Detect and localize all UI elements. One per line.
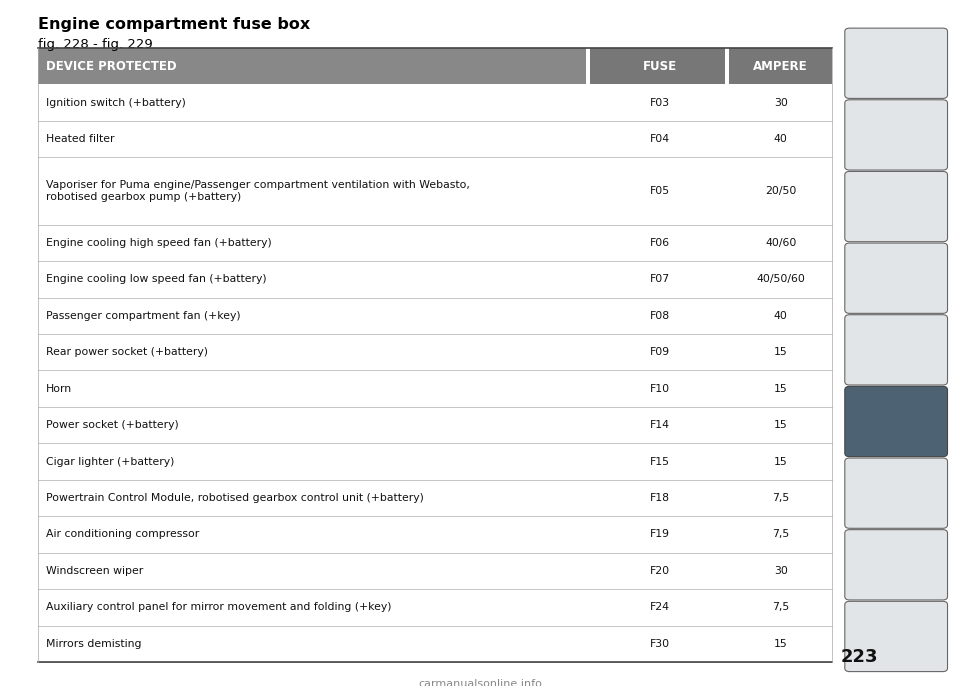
- Text: Vaporiser for Puma engine/Passenger compartment ventilation with Webasto,
roboti: Vaporiser for Puma engine/Passenger comp…: [46, 180, 470, 202]
- Text: Engine cooling high speed fan (+battery): Engine cooling high speed fan (+battery): [46, 238, 272, 248]
- Bar: [38, 443, 832, 480]
- Text: 15: 15: [774, 383, 787, 394]
- Text: F18: F18: [650, 493, 670, 503]
- Text: Horn: Horn: [46, 383, 72, 394]
- Text: F08: F08: [650, 311, 670, 321]
- Text: 15: 15: [774, 347, 787, 357]
- Bar: [38, 517, 832, 553]
- Text: F19: F19: [650, 530, 670, 539]
- Text: Engine compartment fuse box: Engine compartment fuse box: [38, 17, 311, 32]
- Text: AMPERE: AMPERE: [754, 60, 808, 73]
- FancyBboxPatch shape: [845, 28, 948, 98]
- Text: fig. 228 - fig. 229: fig. 228 - fig. 229: [38, 38, 154, 51]
- Text: Heated filter: Heated filter: [46, 134, 114, 144]
- Text: 7,5: 7,5: [772, 602, 789, 613]
- FancyBboxPatch shape: [845, 386, 948, 457]
- Text: F14: F14: [650, 420, 670, 430]
- Text: Air conditioning compressor: Air conditioning compressor: [46, 530, 200, 539]
- Text: Rear power socket (+battery): Rear power socket (+battery): [46, 347, 208, 357]
- Text: F04: F04: [650, 134, 670, 144]
- Bar: [38, 407, 832, 443]
- Text: Passenger compartment fan (+key): Passenger compartment fan (+key): [46, 311, 241, 321]
- Text: 40/60: 40/60: [765, 238, 797, 248]
- Bar: [725, 48, 729, 84]
- Bar: [587, 48, 590, 84]
- FancyBboxPatch shape: [845, 172, 948, 241]
- FancyBboxPatch shape: [845, 315, 948, 385]
- Bar: [38, 225, 832, 261]
- Text: Powertrain Control Module, robotised gearbox control unit (+battery): Powertrain Control Module, robotised gea…: [46, 493, 424, 503]
- Bar: [38, 84, 832, 121]
- FancyBboxPatch shape: [845, 243, 948, 314]
- Text: Mirrors demisting: Mirrors demisting: [46, 639, 141, 649]
- Text: 40/50/60: 40/50/60: [756, 274, 805, 285]
- Text: 223: 223: [840, 648, 878, 665]
- Bar: [38, 298, 832, 334]
- Text: F24: F24: [650, 602, 670, 613]
- Text: 15: 15: [774, 639, 787, 649]
- Text: 7,5: 7,5: [772, 530, 789, 539]
- Text: 40: 40: [774, 134, 787, 144]
- Text: F15: F15: [650, 457, 670, 466]
- Text: Auxiliary control panel for mirror movement and folding (+key): Auxiliary control panel for mirror movem…: [46, 602, 392, 613]
- Bar: [38, 589, 832, 626]
- Text: 15: 15: [774, 457, 787, 466]
- Bar: [38, 334, 832, 370]
- Text: F06: F06: [650, 238, 670, 248]
- Text: carmanualsonline.info: carmanualsonline.info: [418, 679, 542, 686]
- Text: Power socket (+battery): Power socket (+battery): [46, 420, 179, 430]
- Text: F30: F30: [650, 639, 670, 649]
- Text: F03: F03: [650, 97, 670, 108]
- Bar: [38, 261, 832, 298]
- Text: FUSE: FUSE: [642, 60, 677, 73]
- Text: DEVICE PROTECTED: DEVICE PROTECTED: [46, 60, 177, 73]
- Text: Engine cooling low speed fan (+battery): Engine cooling low speed fan (+battery): [46, 274, 267, 285]
- Bar: [38, 370, 832, 407]
- Bar: [38, 626, 832, 662]
- FancyBboxPatch shape: [845, 99, 948, 170]
- FancyBboxPatch shape: [845, 602, 948, 672]
- Text: 20/50: 20/50: [765, 186, 797, 196]
- Bar: [38, 48, 832, 84]
- FancyBboxPatch shape: [845, 530, 948, 600]
- Text: F05: F05: [650, 186, 670, 196]
- Text: 40: 40: [774, 311, 787, 321]
- Text: F10: F10: [650, 383, 670, 394]
- Text: Windscreen wiper: Windscreen wiper: [46, 566, 143, 576]
- Text: 30: 30: [774, 566, 787, 576]
- Text: 15: 15: [774, 420, 787, 430]
- FancyBboxPatch shape: [845, 458, 948, 528]
- Text: F20: F20: [650, 566, 670, 576]
- Bar: [590, 48, 729, 84]
- Bar: [38, 121, 832, 157]
- Bar: [38, 157, 832, 225]
- Text: Ignition switch (+battery): Ignition switch (+battery): [46, 97, 186, 108]
- Text: F07: F07: [650, 274, 670, 285]
- Text: 30: 30: [774, 97, 787, 108]
- Text: Cigar lighter (+battery): Cigar lighter (+battery): [46, 457, 175, 466]
- Bar: [38, 553, 832, 589]
- Text: 7,5: 7,5: [772, 493, 789, 503]
- Text: F09: F09: [650, 347, 670, 357]
- Bar: [38, 480, 832, 517]
- Bar: [729, 48, 832, 84]
